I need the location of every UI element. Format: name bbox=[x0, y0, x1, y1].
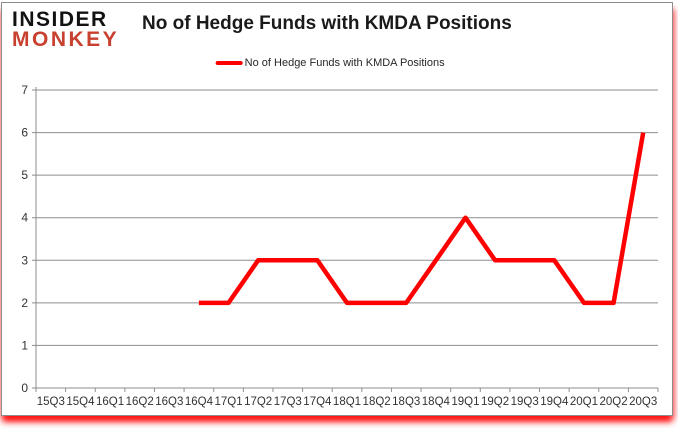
y-axis-tick-label: 0 bbox=[21, 381, 28, 395]
x-axis-tick-label: 16Q1 bbox=[96, 396, 124, 408]
x-axis-tick-label: 19Q1 bbox=[451, 396, 479, 408]
x-axis-tick-label: 19Q4 bbox=[540, 396, 569, 408]
legend-label: No of Hedge Funds with KMDA Positions bbox=[244, 57, 445, 69]
x-axis-tick-label: 18Q2 bbox=[363, 396, 391, 408]
x-axis-tick-label: 20Q1 bbox=[570, 396, 598, 408]
x-axis-tick-label: 15Q4 bbox=[66, 396, 95, 408]
line-chart-plot-area: 0 1 2 3 4 5 6 7 15Q3 15Q4 16Q1 16Q2 16Q3 16Q4 17Q1 17Q2… bbox=[21, 83, 659, 408]
x-axis-tick-label: 18Q3 bbox=[392, 396, 420, 408]
x-axis-tick-label: 20Q3 bbox=[629, 396, 657, 408]
y-axis-tick-label: 4 bbox=[21, 211, 28, 225]
chart-frame: INSIDER MONKEY No of Hedge Funds with KM… bbox=[1, 2, 673, 416]
insider-monkey-logo: INSIDER MONKEY bbox=[12, 8, 120, 51]
x-axis-tick-label: 17Q1 bbox=[214, 396, 242, 408]
x-axis-tick-label: 16Q3 bbox=[155, 396, 183, 408]
x-axis-tick-label: 20Q2 bbox=[600, 396, 628, 408]
logo-text-insider: INSIDER bbox=[12, 8, 108, 31]
x-axis-tick-label: 15Q3 bbox=[37, 396, 65, 408]
x-axis-tick-label: 17Q2 bbox=[244, 396, 272, 408]
x-axis-tick-label: 17Q3 bbox=[274, 396, 302, 408]
legend-line-swatch bbox=[215, 61, 243, 65]
x-axis-tick-label: 18Q4 bbox=[422, 396, 451, 408]
legend: No of Hedge Funds with KMDA Positions bbox=[215, 57, 445, 69]
y-axis-tick-label: 7 bbox=[21, 83, 28, 97]
y-axis-tick-label: 6 bbox=[21, 126, 28, 140]
x-axis-tick-label: 16Q4 bbox=[185, 396, 214, 408]
chart-title: No of Hedge Funds with KMDA Positions bbox=[142, 13, 512, 34]
series-line bbox=[198, 132, 646, 306]
x-axis-tick-label: 19Q3 bbox=[511, 396, 539, 408]
x-axis-tick-label: 18Q1 bbox=[333, 396, 361, 408]
y-axis-tick-label: 2 bbox=[21, 296, 28, 310]
x-axis-tick-label: 17Q4 bbox=[303, 396, 332, 408]
logo-text-monkey: MONKEY bbox=[12, 27, 120, 51]
y-axis-tick-label: 5 bbox=[21, 168, 28, 182]
x-axis-tick-label: 16Q2 bbox=[126, 396, 154, 408]
y-axis-tick-label: 3 bbox=[21, 253, 28, 267]
x-axis-tick-label: 19Q2 bbox=[481, 396, 509, 408]
y-axis-tick-label: 1 bbox=[21, 338, 28, 352]
